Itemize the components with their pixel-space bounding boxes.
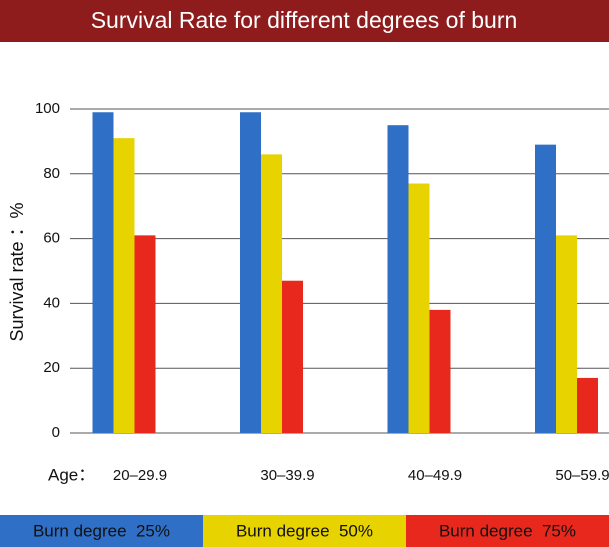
bar [429,309,451,433]
legend-swatch [203,515,406,547]
legend-label: Burn degree 75% [439,521,576,540]
x-tick-label: 40–49.9 [408,467,462,484]
y-tick-label: 0 [52,424,60,441]
title-banner [0,0,609,42]
y-axis-label: Survival rate ：% [7,202,27,341]
x-tick-label: 30–39.9 [260,467,314,484]
y-tick-label: 80 [43,165,60,182]
y-tick-label: 40 [43,294,60,311]
legend-label: Burn degree 50% [236,521,373,540]
x-tick-label: 20–29.9 [113,467,167,484]
bar [261,154,282,434]
x-tick-label: 50–59.9 [555,467,609,484]
bar [577,377,598,433]
bar [113,138,135,433]
bar [535,144,556,433]
bar [556,235,577,433]
y-tick-label: 100 [35,100,60,117]
x-axis-label: Age： [48,465,95,484]
y-tick-label: 60 [43,230,60,247]
legend-swatch [0,515,203,547]
bar [387,125,409,433]
chart-title: Survival Rate for different degrees of b… [91,7,518,33]
bar [408,183,430,433]
bar [282,280,303,433]
bar [134,235,156,433]
legend-swatch [406,515,609,547]
y-tick-label: 20 [43,359,60,376]
legend-label: Burn degree 25% [33,521,170,540]
bar [240,112,261,434]
bar [92,112,114,434]
